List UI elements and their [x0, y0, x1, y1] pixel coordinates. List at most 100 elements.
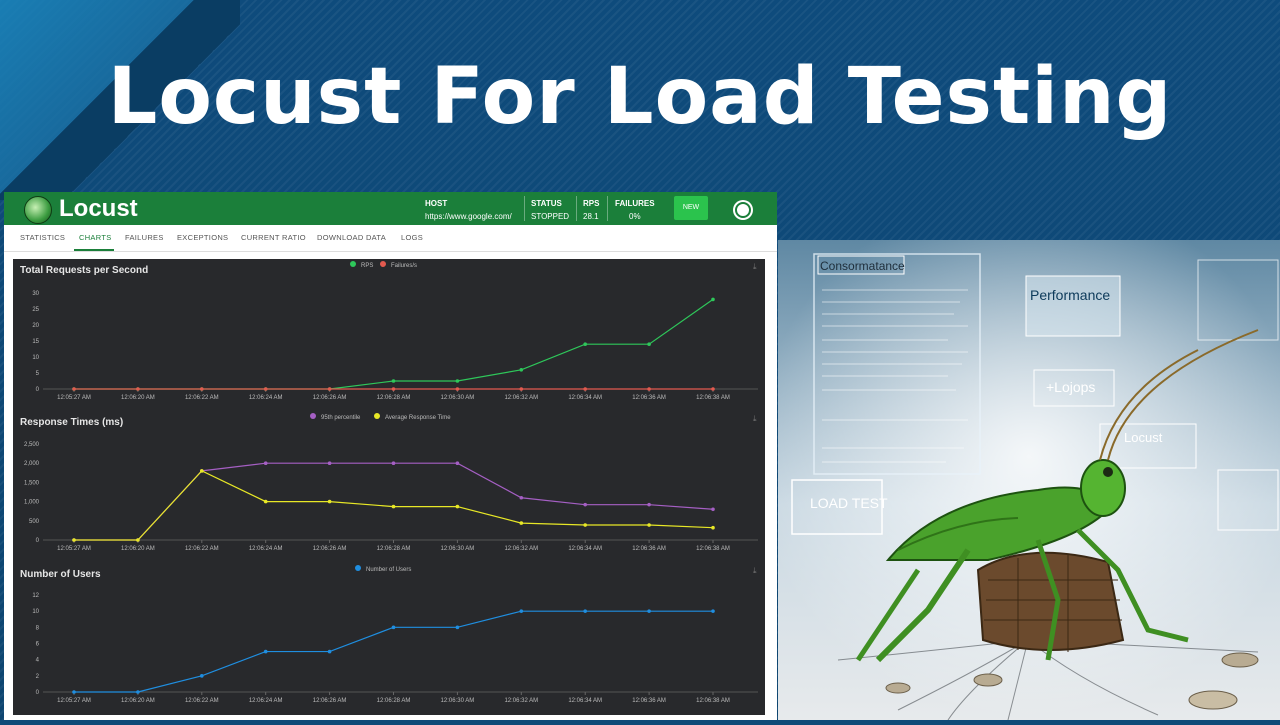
data-point — [711, 525, 715, 530]
data-point — [583, 342, 587, 346]
locust-logo-icon — [24, 196, 52, 224]
x-tick-label: 12:06:32 AM — [504, 395, 538, 401]
data-point — [136, 387, 140, 391]
banner-title: Locust For Load Testing — [107, 52, 1173, 142]
x-tick-label: 12:06:38 AM — [696, 395, 730, 401]
y-tick-label: 2,000 — [24, 461, 40, 467]
tab-bar: STATISTICS CHARTS FAILURES EXCEPTIONS CU… — [4, 225, 777, 252]
legend-label: Failures/s — [391, 263, 417, 269]
host-info: HOST https://www.google.com/ — [425, 197, 512, 223]
x-tick-label: 12:06:28 AM — [377, 698, 411, 704]
tab-statistics[interactable]: STATISTICS — [20, 233, 66, 242]
download-icon: ⤓ — [753, 566, 757, 575]
art-disc — [1221, 652, 1259, 668]
art-panel — [1197, 259, 1279, 341]
tab-charts[interactable]: CHARTS — [79, 233, 112, 242]
data-point — [647, 609, 651, 613]
data-point — [72, 538, 76, 542]
active-tab-indicator — [74, 249, 114, 251]
y-tick-label: 1,000 — [24, 500, 40, 506]
y-tick-label: 0 — [36, 690, 40, 696]
art-panel — [813, 253, 981, 475]
new-test-button[interactable]: NEW — [674, 196, 708, 220]
y-tick-label: 4 — [36, 658, 40, 664]
tab-exceptions[interactable]: EXCEPTIONS — [177, 233, 229, 242]
divider — [576, 196, 577, 221]
y-tick-label: 15 — [32, 339, 39, 345]
chart-title: Response Times (ms) — [20, 417, 123, 428]
x-tick-label: 12:05:27 AM — [57, 546, 91, 552]
tab-logs[interactable]: LOGS — [401, 233, 424, 242]
x-tick-label: 12:06:26 AM — [313, 698, 347, 704]
legend-label: 95th percentile — [321, 415, 361, 421]
x-tick-label: 12:05:27 AM — [57, 698, 91, 704]
x-tick-label: 12:06:30 AM — [441, 546, 475, 552]
art-text-lines — [822, 289, 968, 463]
y-tick-label: 6 — [36, 642, 40, 648]
tab-current-ratio[interactable]: CURRENT RATIO — [241, 233, 306, 242]
data-point — [583, 387, 587, 391]
data-point — [391, 379, 396, 383]
data-point — [519, 609, 524, 613]
app-name: Locust — [59, 195, 138, 222]
y-tick-label: 10 — [32, 609, 39, 615]
legend-marker — [310, 413, 316, 419]
y-tick-label: 0 — [36, 538, 40, 544]
locust-navbar: Locust HOST https://www.google.com/ STAT… — [4, 192, 777, 225]
x-tick-label: 12:06:26 AM — [313, 395, 347, 401]
x-tick-label: 12:06:20 AM — [121, 395, 155, 401]
tab-failures[interactable]: FAILURES — [125, 233, 164, 242]
legend-label: Average Response Time — [385, 415, 451, 421]
x-tick-label: 12:06:20 AM — [121, 546, 155, 552]
data-point — [583, 523, 587, 527]
tab-download-data[interactable]: DOWNLOAD DATA — [317, 233, 387, 242]
x-tick-label: 12:06:34 AM — [568, 395, 602, 401]
host-label: HOST — [425, 199, 448, 208]
data-point — [200, 469, 204, 473]
art-panel — [1025, 275, 1121, 337]
data-point — [455, 504, 460, 509]
art-panel — [1033, 369, 1115, 407]
x-tick-label: 12:06:38 AM — [696, 546, 730, 552]
data-point — [647, 387, 651, 391]
series-line — [74, 462, 714, 541]
x-tick-label: 12:06:22 AM — [185, 698, 219, 704]
divider — [524, 196, 525, 221]
y-tick-label: 2,500 — [24, 442, 40, 448]
x-tick-label: 12:06:20 AM — [121, 698, 155, 704]
charts-canvas: Total Requests per Second ⤓ RPS Failures/s 0… — [20, 261, 758, 704]
art-text: Performance — [1030, 287, 1110, 303]
x-tick-label: 12:05:27 AM — [57, 395, 91, 401]
y-tick-label: 1,500 — [24, 480, 40, 486]
corner-decoration-dark — [0, 0, 240, 200]
art-panel — [1099, 423, 1197, 469]
data-point — [391, 387, 396, 391]
data-point — [136, 690, 140, 694]
legend-marker — [350, 261, 356, 267]
data-point — [647, 502, 651, 507]
data-point — [391, 461, 396, 465]
failures-label: FAILURES — [615, 199, 655, 208]
data-point — [519, 387, 524, 391]
data-point — [263, 499, 268, 504]
artwork-svg: Consormatance Performance +Lojops LOAD T… — [778, 240, 1280, 721]
status-label: STATUS — [531, 199, 562, 208]
data-point — [263, 649, 268, 654]
x-tick-label: 12:06:22 AM — [185, 395, 219, 401]
legend-marker — [355, 565, 361, 571]
divider — [607, 196, 608, 221]
data-point — [583, 502, 587, 507]
art-text: Consormatance — [820, 259, 905, 273]
series-line — [74, 298, 714, 390]
y-tick-label: 0 — [36, 387, 40, 393]
data-point — [519, 368, 524, 372]
x-tick-label: 12:06:32 AM — [504, 698, 538, 704]
x-tick-label: 12:06:24 AM — [249, 546, 283, 552]
svg-text:+Lojops: +Lojops — [1046, 379, 1095, 395]
data-point — [519, 521, 524, 525]
rps-info: RPS 28.1 — [583, 197, 599, 223]
theme-toggle-icon[interactable] — [735, 202, 751, 218]
data-point — [327, 461, 332, 465]
data-point — [263, 461, 268, 465]
y-tick-label: 25 — [32, 307, 39, 313]
